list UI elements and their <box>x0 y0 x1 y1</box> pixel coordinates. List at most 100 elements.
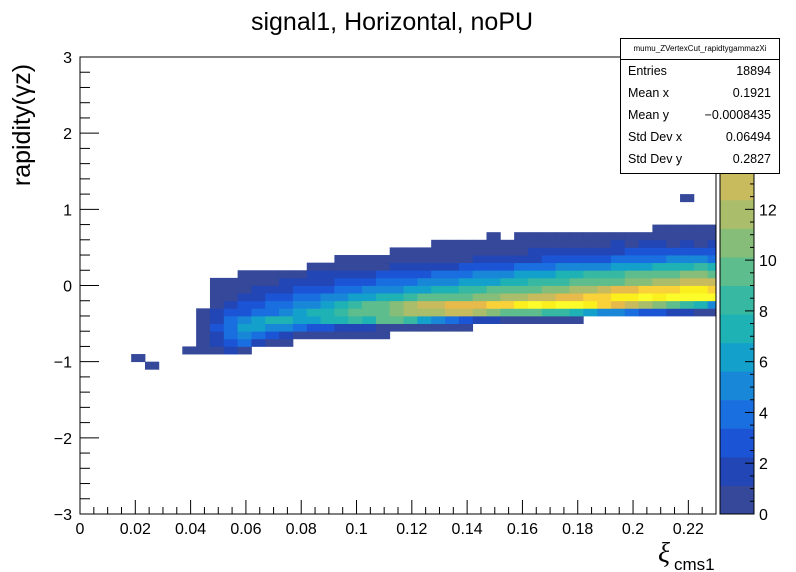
x-axis: 0 0.02 0.04 0.06 0.08 0.1 0.12 0.14 0.16 0.18 0.2 0… <box>76 500 717 538</box>
heatmap-bin <box>680 255 695 264</box>
heatmap-bin <box>707 293 717 302</box>
x-tick-label: 0.06 <box>230 521 261 538</box>
heatmap-bin <box>445 300 460 309</box>
heatmap-bin <box>569 239 584 248</box>
heatmap-bin <box>624 308 639 317</box>
heatmap-bin <box>707 255 717 264</box>
heatmap-bin <box>707 300 717 309</box>
heatmap-bin <box>555 315 570 324</box>
heatmap-bin <box>265 270 280 279</box>
heatmap-bin <box>279 331 294 340</box>
heatmap-bin <box>693 224 709 233</box>
heatmap-bin <box>389 323 404 332</box>
heatmap-bin <box>223 293 239 302</box>
heatmap-bin <box>403 255 418 264</box>
y-tick-label: −1 <box>54 355 72 372</box>
heatmap-bin <box>610 270 626 279</box>
heatmap-bin <box>514 308 529 317</box>
heatmap-bin <box>610 300 626 309</box>
heatmap-bin <box>445 285 460 294</box>
heatmap-bin <box>348 293 363 302</box>
x-tick-label: 0.04 <box>175 521 206 538</box>
heatmap-bin <box>431 255 446 264</box>
heatmap-bin <box>362 277 377 286</box>
heatmap-bin <box>445 270 460 279</box>
heatmap-bin <box>458 323 474 332</box>
heatmap-bin <box>265 285 280 294</box>
heatmap-bin <box>375 255 391 264</box>
heatmap-bin <box>334 285 349 294</box>
heatmap-bin <box>624 270 639 279</box>
heatmap-bin <box>403 285 418 294</box>
heatmap-bin <box>348 300 363 309</box>
heatmap-bin <box>500 293 515 302</box>
heatmap-bin <box>389 315 404 324</box>
x-tick-label: 0.2 <box>622 521 644 538</box>
heatmap-bin <box>541 277 557 286</box>
heatmap-bin <box>445 277 460 286</box>
heatmap-bin <box>693 247 709 256</box>
heatmap-bin <box>707 308 717 317</box>
heatmap-bin <box>458 300 474 309</box>
heatmap-bin <box>583 300 598 309</box>
heatmap-bin <box>306 277 321 286</box>
heatmap-bin <box>666 224 681 233</box>
heatmap-bin <box>431 293 446 302</box>
heatmap-bin <box>500 270 515 279</box>
heatmap-bin <box>251 323 266 332</box>
heatmap-bin <box>348 277 363 286</box>
heatmap-bin <box>514 315 529 324</box>
heatmap-bin <box>375 262 391 271</box>
heatmap-bin <box>569 247 584 256</box>
heatmap-bin <box>389 277 404 286</box>
heatmap-bin <box>237 331 252 340</box>
heatmap-bin <box>597 285 612 294</box>
heatmap-bin <box>486 255 501 264</box>
color-scale-band <box>720 428 754 458</box>
heatmap-bin <box>334 323 349 332</box>
heatmap-bin <box>292 277 308 286</box>
heatmap-bin <box>583 247 598 256</box>
heatmap-bin <box>707 224 717 233</box>
heatmap-bin <box>431 308 446 317</box>
heatmap-bin <box>569 255 584 264</box>
heatmap-bin <box>652 277 667 286</box>
heatmap-bin <box>320 315 335 324</box>
heatmap-bin <box>666 255 681 264</box>
heatmap-bin <box>527 255 543 264</box>
heatmap-bin <box>693 262 709 271</box>
heatmap-bin <box>680 300 695 309</box>
heatmap-bin <box>583 262 598 271</box>
stats-box: mumu_ZVertexCut_rapidtygammazXi Entries … <box>620 38 780 174</box>
color-scale-label: 0 <box>759 507 768 524</box>
heatmap-bin <box>223 331 239 340</box>
heatmap-bin <box>458 293 474 302</box>
x-axis-label-sub: cms1 <box>674 555 715 572</box>
heatmap-bin <box>209 293 225 302</box>
heatmap-bin <box>514 300 529 309</box>
heatmap-bin <box>472 300 487 309</box>
heatmap-bin <box>527 277 543 286</box>
heatmap-bin <box>417 277 432 286</box>
heatmap-bin <box>375 308 391 317</box>
heatmap-bin <box>514 285 529 294</box>
heatmap-bin <box>458 277 474 286</box>
heatmap-bin <box>500 285 515 294</box>
heatmap-bin <box>500 239 515 248</box>
heatmap-bin <box>279 270 294 279</box>
heatmap-bin <box>209 323 225 332</box>
heatmap-bin <box>541 270 557 279</box>
heatmap-bin <box>320 308 335 317</box>
heatmap-bin <box>597 300 612 309</box>
heatmap-bin <box>472 262 487 271</box>
heatmap-bin <box>486 262 501 271</box>
heatmap-bin <box>251 338 266 347</box>
heatmap-bin <box>652 270 667 279</box>
heatmap-bin <box>541 239 557 248</box>
stats-label: Mean x <box>628 86 669 100</box>
heatmap-bin <box>279 315 294 324</box>
heatmap-bin <box>666 300 681 309</box>
color-scale-band <box>720 228 754 258</box>
y-tick-label: 3 <box>63 50 72 67</box>
heatmap-bin <box>486 247 501 256</box>
